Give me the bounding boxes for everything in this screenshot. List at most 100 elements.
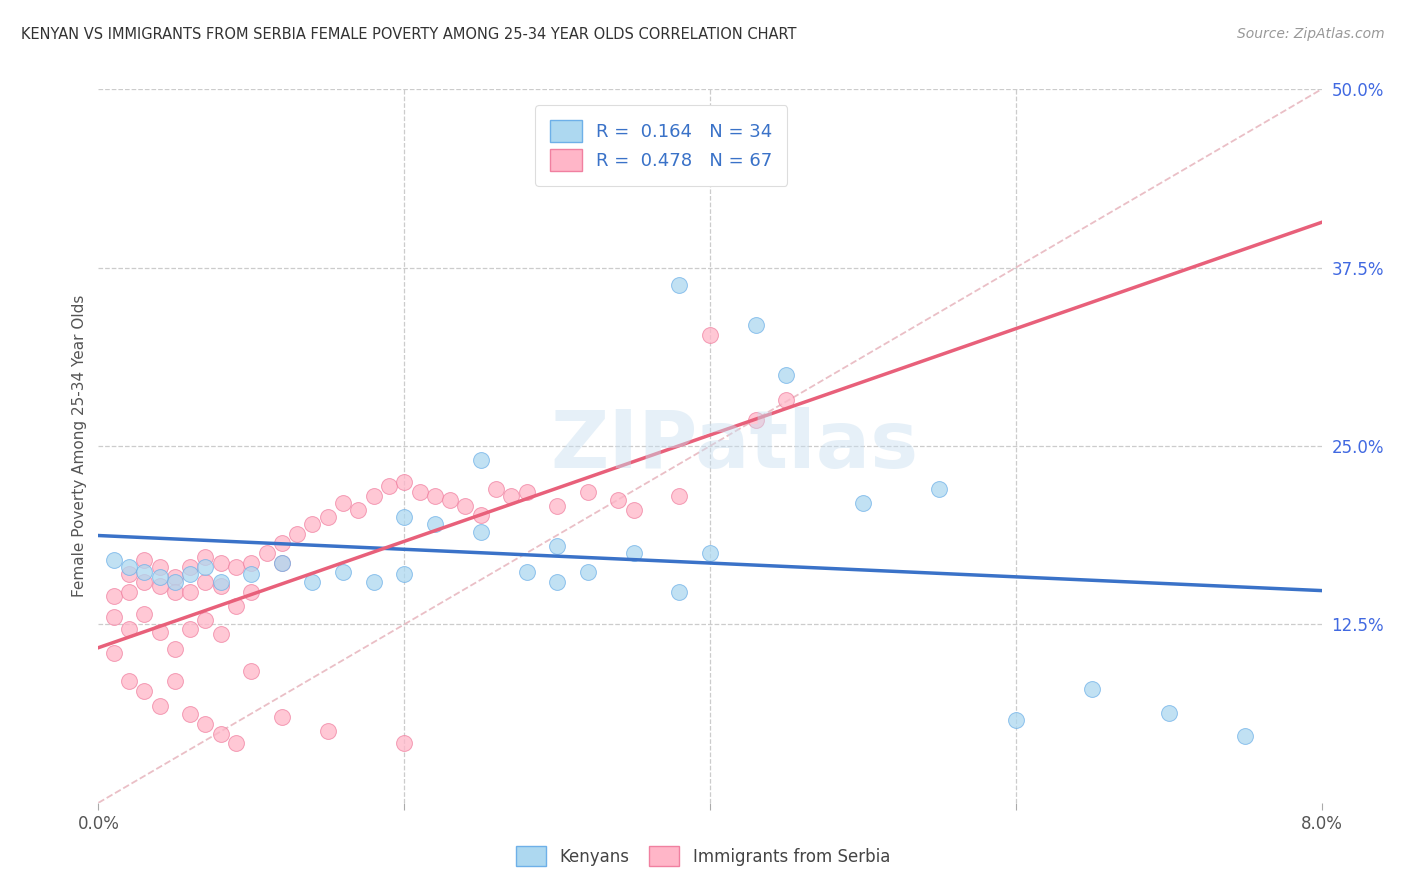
Point — [363, 489, 385, 503]
Point — [134, 565, 156, 579]
Point — [134, 684, 156, 698]
Point — [745, 318, 768, 332]
Point — [392, 567, 416, 582]
Point — [378, 479, 401, 493]
Point — [270, 710, 294, 724]
Point — [392, 736, 416, 750]
Legend: R =  0.164   N = 34, R =  0.478   N = 67: R = 0.164 N = 34, R = 0.478 N = 67 — [536, 105, 787, 186]
Point — [270, 556, 294, 570]
Point — [240, 665, 263, 679]
Point — [179, 567, 201, 582]
Point — [118, 584, 141, 599]
Point — [470, 524, 492, 539]
Point — [546, 539, 568, 553]
Point — [209, 574, 232, 589]
Point — [775, 368, 797, 382]
Point — [516, 565, 538, 579]
Point — [347, 503, 370, 517]
Point — [699, 327, 721, 342]
Point — [103, 589, 125, 603]
Point — [270, 556, 294, 570]
Point — [332, 496, 354, 510]
Point — [163, 641, 186, 656]
Point — [134, 553, 156, 567]
Point — [270, 536, 294, 550]
Point — [163, 574, 186, 589]
Point — [576, 565, 599, 579]
Point — [392, 475, 416, 489]
Point — [668, 584, 690, 599]
Point — [163, 674, 186, 689]
Point — [240, 584, 263, 599]
Point — [194, 717, 217, 731]
Point — [194, 560, 217, 574]
Text: Source: ZipAtlas.com: Source: ZipAtlas.com — [1237, 27, 1385, 41]
Point — [149, 624, 172, 639]
Point — [149, 698, 172, 713]
Point — [501, 489, 523, 503]
Text: KENYAN VS IMMIGRANTS FROM SERBIA FEMALE POVERTY AMONG 25-34 YEAR OLDS CORRELATIO: KENYAN VS IMMIGRANTS FROM SERBIA FEMALE … — [21, 27, 797, 42]
Point — [240, 567, 263, 582]
Point — [163, 584, 186, 599]
Point — [332, 565, 354, 579]
Point — [408, 484, 430, 499]
Point — [149, 579, 172, 593]
Point — [668, 277, 690, 292]
Point — [118, 674, 141, 689]
Point — [546, 574, 568, 589]
Point — [134, 574, 156, 589]
Point — [225, 599, 247, 613]
Point — [301, 574, 323, 589]
Point — [1004, 713, 1026, 727]
Point — [423, 517, 446, 532]
Point — [316, 724, 339, 739]
Point — [852, 496, 875, 510]
Point — [194, 613, 217, 627]
Point — [423, 489, 446, 503]
Point — [623, 503, 645, 517]
Legend: Kenyans, Immigrants from Serbia: Kenyans, Immigrants from Serbia — [508, 838, 898, 875]
Point — [103, 610, 125, 624]
Point — [775, 393, 797, 408]
Point — [546, 499, 568, 513]
Point — [118, 622, 141, 636]
Point — [699, 546, 721, 560]
Point — [209, 579, 232, 593]
Point — [392, 510, 416, 524]
Point — [225, 560, 247, 574]
Point — [745, 413, 768, 427]
Point — [163, 570, 186, 584]
Point — [179, 560, 201, 574]
Point — [209, 627, 232, 641]
Point — [439, 493, 461, 508]
Point — [194, 550, 217, 565]
Point — [103, 646, 125, 660]
Point — [576, 484, 599, 499]
Point — [285, 527, 308, 541]
Point — [668, 489, 690, 503]
Point — [1157, 706, 1180, 720]
Point — [209, 727, 232, 741]
Point — [209, 556, 232, 570]
Point — [179, 584, 201, 599]
Point — [607, 493, 630, 508]
Point — [1081, 681, 1104, 696]
Point — [470, 508, 492, 522]
Point — [256, 546, 278, 560]
Point — [485, 482, 508, 496]
Point — [179, 707, 201, 722]
Point — [118, 560, 141, 574]
Point — [454, 499, 477, 513]
Point — [134, 607, 156, 622]
Point — [1234, 729, 1257, 743]
Point — [225, 736, 247, 750]
Point — [118, 567, 141, 582]
Point — [149, 570, 172, 584]
Point — [240, 556, 263, 570]
Point — [316, 510, 339, 524]
Y-axis label: Female Poverty Among 25-34 Year Olds: Female Poverty Among 25-34 Year Olds — [72, 295, 87, 597]
Point — [149, 560, 172, 574]
Point — [470, 453, 492, 467]
Point — [301, 517, 323, 532]
Point — [194, 574, 217, 589]
